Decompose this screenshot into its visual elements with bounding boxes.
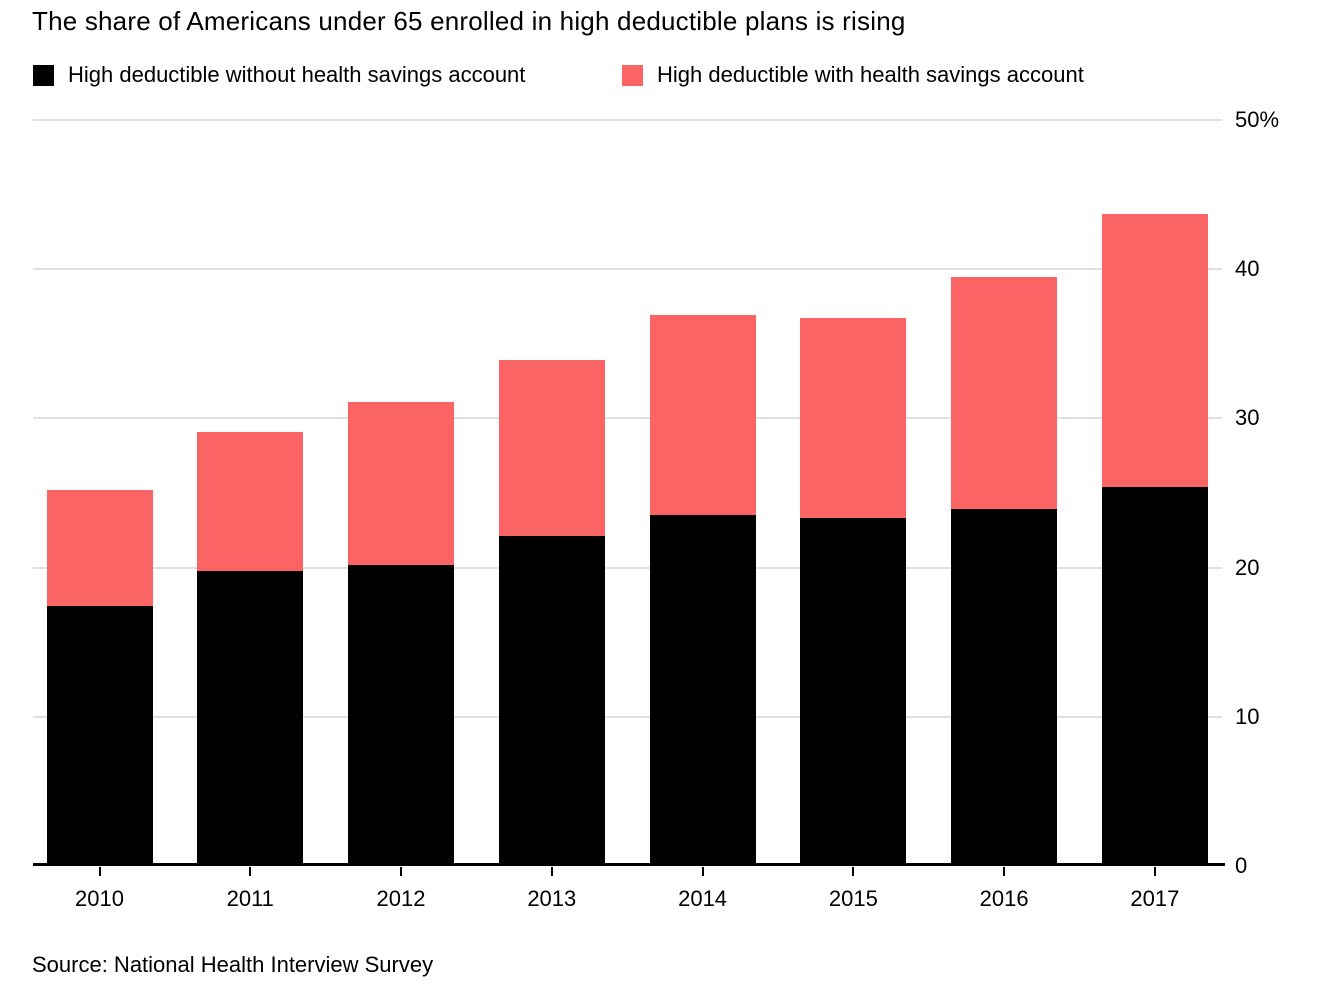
bar-segment-2017-with-hsa: [1101, 214, 1208, 488]
x-axis-label-2015: 2015: [828, 886, 878, 911]
x-axis-tick-2012: [400, 867, 403, 876]
gridline-40: [33, 268, 1222, 271]
y-axis-label-10: 10: [1235, 703, 1260, 729]
chart-title: The share of Americans under 65 enrolled…: [32, 6, 906, 36]
bar-segment-2010-with-hsa: [46, 490, 153, 607]
y-axis-label-20: 20: [1235, 554, 1260, 580]
bar-2016: [951, 276, 1058, 866]
x-axis-label-2010: 2010: [75, 886, 124, 911]
x-axis-tick-2014: [701, 867, 704, 876]
x-axis-label-2011: 2011: [226, 886, 274, 911]
gridline-10: [33, 715, 1222, 718]
bar-segment-2012-without-hsa: [348, 564, 455, 866]
x-axis-line: [33, 863, 1225, 866]
x-axis-label-2012: 2012: [376, 886, 426, 911]
x-axis-tick-2017: [1153, 867, 1156, 876]
gridline-20: [33, 566, 1222, 569]
x-axis-label-2014: 2014: [678, 886, 728, 911]
bar-segment-2017-without-hsa: [1101, 487, 1208, 866]
legend-swatch-without-hsa-icon: [33, 64, 54, 86]
legend-swatch-with-hsa-icon: [622, 64, 643, 86]
gridline-30: [33, 417, 1222, 420]
bar-segment-2011-without-hsa: [197, 570, 304, 866]
bar-segment-2016-with-hsa: [951, 276, 1058, 510]
bar-2012: [348, 402, 455, 866]
bar-segment-2014-without-hsa: [649, 515, 756, 866]
bar-segment-2011-with-hsa: [197, 431, 304, 571]
gridline-50: [33, 119, 1222, 121]
bar-segment-2010-without-hsa: [46, 606, 153, 866]
bar-2013: [498, 360, 605, 866]
bar-2017: [1101, 214, 1208, 866]
source-note: Source: National Health Interview Survey: [32, 952, 434, 977]
x-axis-label-2016: 2016: [979, 886, 1029, 911]
y-axis-label-30: 30: [1235, 405, 1260, 431]
bar-segment-2013-with-hsa: [498, 360, 605, 537]
bar-2010: [46, 490, 153, 866]
legend-item-with-hsa: High deductible with health savings acco…: [622, 64, 1084, 86]
bar-segment-2012-with-hsa: [348, 402, 455, 565]
x-axis-label-2013: 2013: [527, 886, 577, 911]
legend-label-with-hsa: High deductible with health savings acco…: [657, 62, 1084, 87]
x-axis-tick-2010: [98, 867, 101, 876]
bar-2015: [800, 318, 907, 866]
y-axis-label-50: 50%: [1235, 107, 1280, 132]
legend-label-without-hsa: High deductible without health savings a…: [68, 62, 526, 87]
x-axis-label-2017: 2017: [1130, 886, 1180, 911]
plot-area: 0 10 20 30 40 50% 2010 2011 2012 2013 2014 2015 2016…: [33, 109, 1279, 911]
x-axis-tick-2015: [852, 867, 855, 876]
bar-segment-2014-with-hsa: [649, 315, 756, 516]
x-axis-tick-2016: [1003, 867, 1006, 876]
bar-segment-2016-without-hsa: [951, 509, 1058, 866]
bar-segment-2015-with-hsa: [800, 318, 907, 519]
bar-2011: [197, 431, 304, 866]
legend-item-without-hsa: High deductible without health savings a…: [33, 64, 622, 86]
y-axis-label-0: 0: [1235, 853, 1248, 878]
bar-segment-2013-without-hsa: [498, 536, 605, 866]
y-axis-label-40: 40: [1235, 256, 1260, 282]
chart-legend: High deductible without health savings a…: [33, 64, 1084, 86]
bar-2014: [649, 315, 756, 866]
bar-segment-2015-without-hsa: [800, 518, 907, 866]
x-axis-tick-2011: [249, 867, 252, 876]
x-axis-tick-2013: [550, 867, 553, 876]
